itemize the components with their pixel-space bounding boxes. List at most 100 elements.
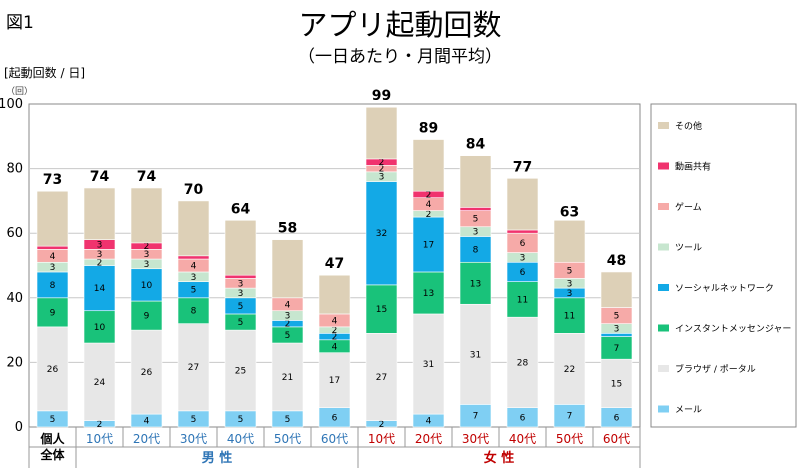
legend-swatch — [658, 324, 669, 332]
legend-swatch — [658, 284, 669, 291]
bar-segment — [130, 329, 163, 415]
total-label: 74 — [137, 169, 157, 185]
y-tick-label: 0 — [15, 420, 23, 435]
data-label: 2 — [332, 333, 338, 343]
bar-segment — [83, 310, 116, 344]
data-label: 11 — [564, 312, 575, 322]
total-label: 64 — [231, 201, 251, 217]
data-label: 9 — [144, 312, 150, 322]
data-label: 4 — [332, 342, 338, 352]
bar-segment — [553, 219, 586, 263]
legend-entry: インスタントメッセンジャー — [675, 324, 791, 335]
data-label: 17 — [423, 241, 434, 251]
data-label: 13 — [470, 279, 481, 289]
legend-swatch — [658, 365, 669, 372]
figure-label: 図1 — [6, 13, 34, 33]
data-label: 25 — [235, 366, 246, 376]
data-label: 4 — [191, 262, 197, 272]
total-label: 89 — [419, 121, 438, 137]
y-tick-label: 60 — [6, 226, 23, 241]
bar-segment — [271, 342, 304, 412]
x-tick-label: 10代 — [86, 432, 113, 446]
data-label: 5 — [238, 318, 244, 328]
bar-segment — [459, 303, 492, 405]
data-label: 3 — [567, 279, 573, 289]
bar-segment — [459, 236, 492, 263]
data-label: 7 — [614, 344, 620, 354]
data-label: 26 — [47, 365, 59, 375]
bar-segment — [83, 342, 116, 421]
data-label: 15 — [611, 379, 622, 389]
data-label: 28 — [517, 358, 529, 368]
data-label: 3 — [567, 289, 573, 299]
data-label: 5 — [567, 266, 573, 276]
x-tick-label: 50代 — [274, 432, 301, 446]
x-tick-label: 60代 — [321, 432, 348, 446]
data-label: 9 — [50, 308, 56, 318]
data-label: 6 — [332, 413, 338, 423]
legend-swatch — [658, 243, 669, 251]
data-label: 2 — [426, 210, 432, 220]
data-label: 27 — [376, 373, 387, 383]
total-label: 77 — [513, 159, 532, 175]
bar-segment — [365, 284, 398, 334]
data-label: 5 — [238, 302, 244, 312]
x-tick-label: 10代 — [368, 432, 395, 446]
y-tick-label: 20 — [6, 355, 23, 370]
group-label: 男 性 — [202, 450, 233, 466]
data-label: 3 — [614, 324, 620, 334]
bar-segment — [412, 216, 445, 273]
bar-segment — [271, 239, 304, 299]
data-label: 8 — [191, 307, 197, 317]
total-label: 47 — [325, 256, 344, 272]
data-label: 31 — [423, 360, 434, 370]
data-label: 4 — [332, 316, 338, 326]
legend-entry: 動画共有 — [675, 161, 711, 173]
bar-segment — [177, 323, 210, 412]
data-label: 6 — [520, 413, 526, 423]
total-label: 63 — [560, 205, 579, 221]
x-tick-label: 30代 — [462, 432, 489, 446]
data-label: 4 — [285, 300, 291, 310]
data-label: 4 — [50, 252, 56, 262]
data-label: 3 — [144, 260, 150, 270]
x-tick-label: 全体 — [39, 447, 65, 462]
chart-subtitle: （一日あたり・月間平均） — [298, 47, 502, 67]
data-label: 2 — [144, 242, 150, 252]
data-label: 13 — [423, 289, 434, 299]
total-label: 99 — [372, 88, 391, 104]
data-label: 2 — [379, 420, 385, 430]
data-label: 2 — [97, 420, 103, 430]
data-label: 6 — [614, 413, 620, 423]
data-label: 31 — [470, 350, 481, 360]
total-label: 73 — [43, 172, 62, 188]
legend-entry: その他 — [675, 120, 702, 132]
bar-segment — [36, 271, 69, 299]
data-label: 5 — [285, 415, 291, 425]
x-tick-label: 個人 — [39, 431, 65, 446]
bar-segment — [600, 271, 633, 308]
data-label: 2 — [332, 326, 338, 336]
bar-segment — [600, 358, 633, 408]
x-tick-label: 20代 — [415, 432, 442, 446]
bar-segment — [459, 155, 492, 208]
data-label: 4 — [426, 200, 432, 210]
data-label: 3 — [238, 289, 244, 299]
bar-segment — [365, 181, 398, 286]
data-label: 5 — [285, 331, 291, 341]
bar-segment — [36, 190, 69, 247]
data-label: 10 — [141, 281, 153, 291]
data-label: 7 — [567, 412, 573, 422]
data-label: 2 — [97, 258, 103, 268]
bar-segment — [412, 271, 445, 315]
data-label: 27 — [188, 363, 199, 373]
total-label: 48 — [607, 253, 626, 269]
bar-segment — [130, 300, 163, 331]
data-label: 24 — [94, 378, 106, 388]
data-label: 6 — [520, 268, 526, 278]
legend-entry: ゲーム — [675, 201, 702, 213]
x-tick-label: 60代 — [603, 432, 630, 446]
data-label: 3 — [238, 279, 244, 289]
bar-segment — [130, 268, 163, 302]
